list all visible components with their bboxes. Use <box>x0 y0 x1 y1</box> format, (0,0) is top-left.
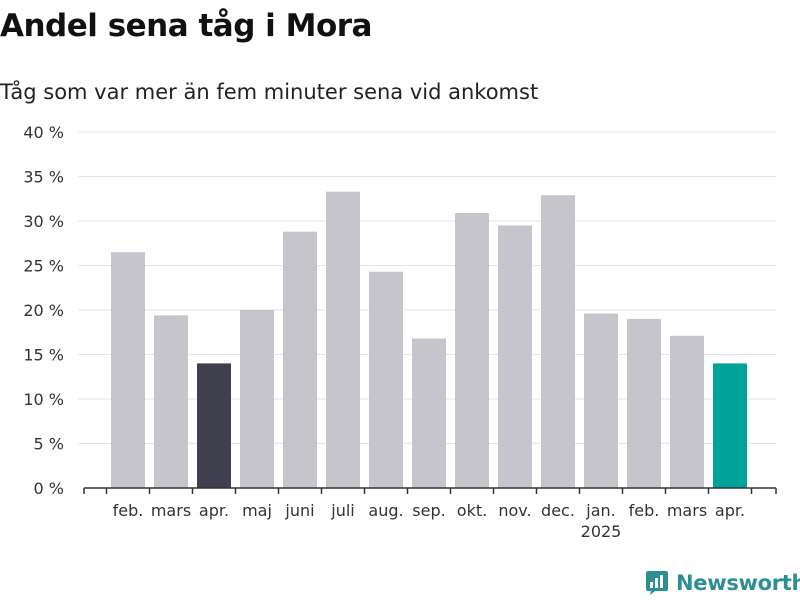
bar <box>111 252 145 488</box>
bar <box>541 195 575 488</box>
bar <box>240 310 274 488</box>
bar <box>326 191 360 488</box>
bar <box>584 313 618 488</box>
x-year-label: 2025 <box>581 522 622 541</box>
chart-subtitle: Tåg som var mer än fem minuter sena vid … <box>0 80 539 104</box>
y-tick-label: 10 % <box>23 390 64 409</box>
x-tick-label: maj <box>242 501 272 520</box>
x-tick-label: mars <box>151 501 191 520</box>
brand-logo: Newsworthy <box>645 570 800 596</box>
bar <box>455 212 489 489</box>
x-tick-label: juli <box>330 501 354 520</box>
bar <box>713 363 747 488</box>
x-tick-label: feb. <box>629 501 660 520</box>
bar <box>369 271 403 488</box>
bar <box>154 315 188 488</box>
bar <box>670 335 704 488</box>
x-tick-label: jan. <box>585 501 615 520</box>
y-tick-label: 25 % <box>23 257 64 276</box>
x-tick-label: mars <box>667 501 707 520</box>
y-tick-label: 40 % <box>23 123 64 142</box>
y-tick-label: 30 % <box>23 212 64 231</box>
bar <box>498 225 532 488</box>
x-tick-label: apr. <box>715 501 745 520</box>
x-tick-label: feb. <box>113 501 144 520</box>
bar <box>197 363 231 488</box>
x-tick-label: dec. <box>541 501 575 520</box>
y-tick-label: 0 % <box>34 479 64 498</box>
chart-title: Andel sena tåg i Mora <box>0 8 372 44</box>
y-tick-label: 35 % <box>23 168 64 187</box>
brand-name: Newsworthy <box>676 571 800 595</box>
y-tick-label: 15 % <box>23 346 64 365</box>
x-tick-label: apr. <box>199 501 229 520</box>
bar <box>412 338 446 488</box>
y-tick-label: 5 % <box>34 435 64 454</box>
y-tick-label: 20 % <box>23 301 64 320</box>
bar <box>283 231 317 488</box>
x-tick-label: nov. <box>498 501 531 520</box>
newsworthy-logo-icon <box>646 571 668 595</box>
x-tick-label: okt. <box>457 501 487 520</box>
x-tick-label: sep. <box>412 501 445 520</box>
x-tick-label: juni <box>284 501 314 520</box>
bar <box>627 318 661 488</box>
x-tick-label: aug. <box>368 501 403 520</box>
